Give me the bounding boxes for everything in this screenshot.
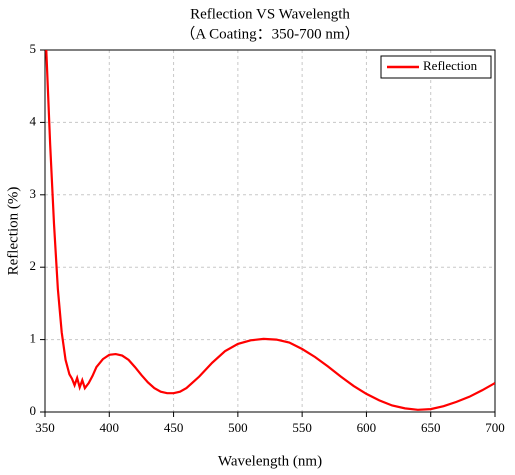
- legend-box: [380, 55, 492, 79]
- y-axis-label: Reflection (%): [5, 187, 21, 276]
- x-tick-label: 450: [164, 420, 184, 435]
- x-tick-label: 350: [35, 420, 55, 435]
- x-tick-label: 500: [228, 420, 248, 435]
- legend-label: Reflection: [423, 58, 478, 73]
- plot-frame: [44, 49, 496, 413]
- chart-title: Reflection VS Wavelength: [190, 6, 350, 22]
- y-tick-label: 2: [30, 258, 37, 273]
- y-tick-label: 5: [30, 41, 37, 56]
- x-tick-label: 600: [357, 420, 377, 435]
- y-tick-label: 1: [30, 331, 37, 346]
- x-tick-label: 650: [421, 420, 441, 435]
- plot-area: [45, 50, 495, 411]
- chart-subtitle: （A Coating：350-700 nm）: [180, 25, 359, 42]
- x-tick-label: 550: [292, 420, 312, 435]
- x-tick-label: 400: [100, 420, 120, 435]
- x-axis-label: Wavelength (nm): [218, 453, 322, 469]
- y-tick-label: 4: [30, 113, 37, 128]
- data-line: [45, 50, 495, 411]
- x-tick-label: 700: [485, 420, 505, 435]
- y-tick-label: 3: [30, 186, 37, 201]
- y-tick-label: 0: [30, 403, 37, 418]
